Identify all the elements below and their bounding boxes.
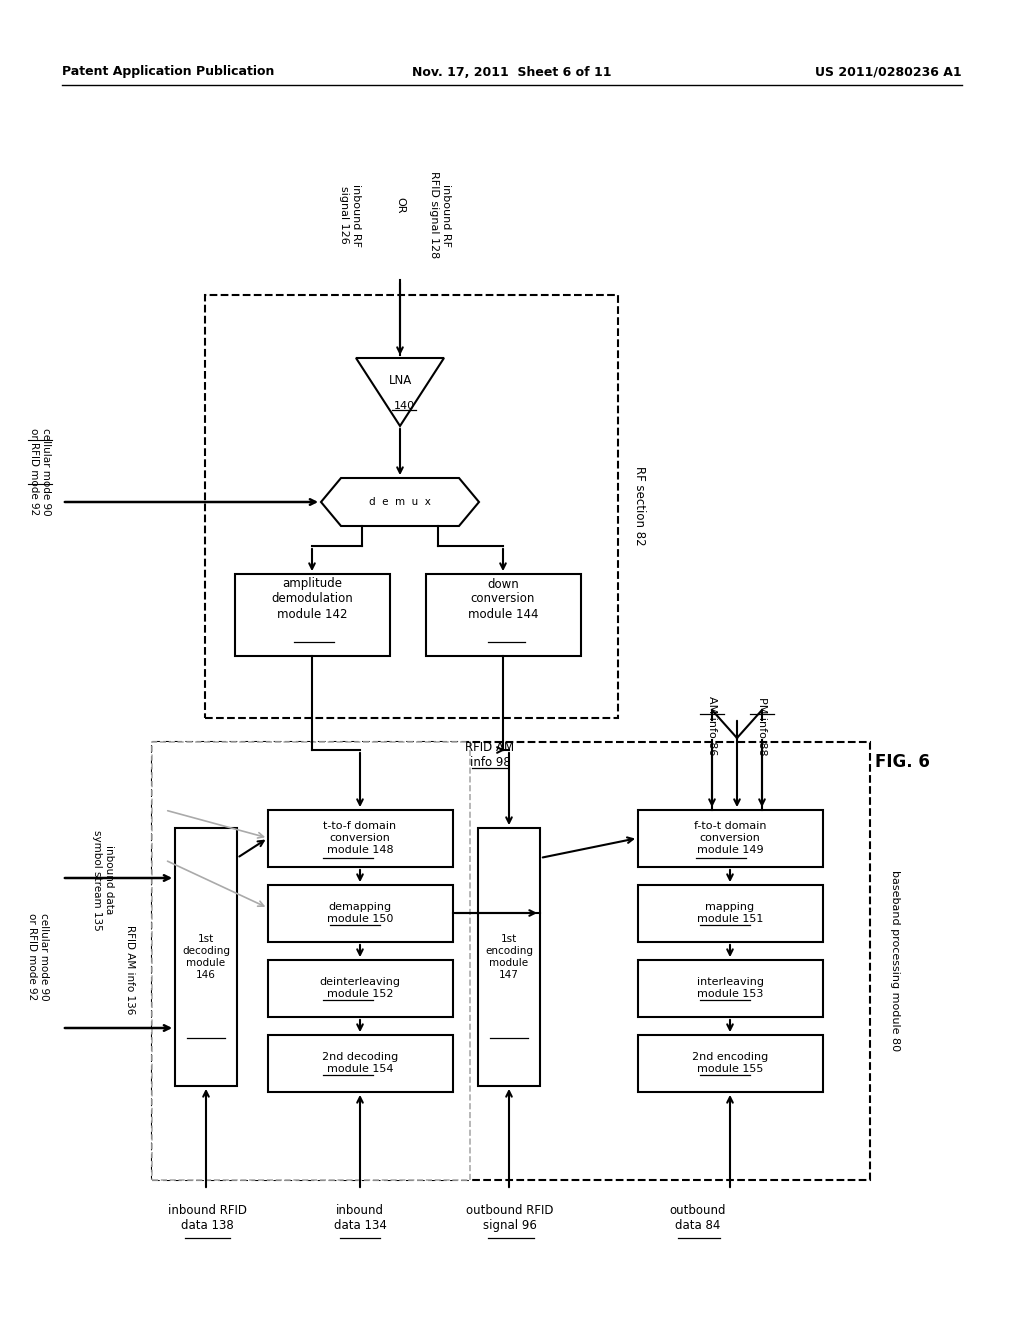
Text: f-to-t domain
conversion
module 149: f-to-t domain conversion module 149: [693, 821, 766, 854]
Text: FIG. 6: FIG. 6: [874, 752, 930, 771]
Text: 1st
encoding
module
147: 1st encoding module 147: [485, 935, 534, 979]
Text: mapping
module 151: mapping module 151: [696, 902, 763, 924]
Text: Patent Application Publication: Patent Application Publication: [62, 66, 274, 78]
Text: outbound
data 84: outbound data 84: [670, 1204, 726, 1232]
Bar: [205, 294, 618, 718]
Text: down
conversion
module 144: down conversion module 144: [468, 578, 539, 620]
Text: OR: OR: [395, 197, 406, 214]
Polygon shape: [356, 358, 444, 426]
Text: 2nd encoding
module 155: 2nd encoding module 155: [692, 1052, 768, 1073]
Bar: [426, 574, 581, 656]
Text: inbound data
symbol stream 135: inbound data symbol stream 135: [92, 830, 114, 931]
Text: 1st
decoding
module
146: 1st decoding module 146: [182, 935, 230, 979]
Bar: [268, 960, 453, 1016]
Text: PM info 88: PM info 88: [757, 697, 767, 755]
Text: 2nd decoding
module 154: 2nd decoding module 154: [322, 1052, 398, 1073]
Bar: [152, 742, 870, 1180]
Text: inbound RF
RFID signal 128: inbound RF RFID signal 128: [429, 172, 451, 259]
Bar: [638, 810, 823, 867]
Text: 140: 140: [393, 401, 415, 411]
Text: amplitude
demodulation
module 142: amplitude demodulation module 142: [271, 578, 353, 620]
Text: demapping
module 150: demapping module 150: [327, 902, 393, 924]
Text: cellular mode 90
or RFID mode 92: cellular mode 90 or RFID mode 92: [28, 913, 49, 1001]
Bar: [268, 810, 453, 867]
Text: inbound RFID
data 138: inbound RFID data 138: [168, 1204, 247, 1232]
Text: RFID AM
info 98: RFID AM info 98: [466, 741, 515, 770]
Text: US 2011/0280236 A1: US 2011/0280236 A1: [815, 66, 962, 78]
Text: baseband processing module 80: baseband processing module 80: [890, 870, 900, 1052]
Text: d  e  m  u  x: d e m u x: [369, 498, 431, 507]
Bar: [478, 828, 540, 1086]
Text: AM info 86: AM info 86: [707, 697, 717, 755]
Text: interleaving
module 153: interleaving module 153: [696, 977, 764, 999]
Text: LNA: LNA: [388, 374, 412, 387]
Bar: [268, 1035, 453, 1092]
Bar: [175, 828, 237, 1086]
Text: RFID AM info 136: RFID AM info 136: [125, 925, 135, 1015]
Bar: [268, 884, 453, 942]
Text: t-to-f domain
conversion
module 148: t-to-f domain conversion module 148: [324, 821, 396, 854]
Polygon shape: [321, 478, 479, 525]
Bar: [638, 960, 823, 1016]
Text: deinterleaving
module 152: deinterleaving module 152: [319, 977, 400, 999]
Bar: [638, 1035, 823, 1092]
Bar: [638, 884, 823, 942]
Text: inbound RF
signal 126: inbound RF signal 126: [339, 183, 360, 247]
Bar: [152, 742, 470, 1180]
Bar: [234, 574, 390, 656]
Text: cellular mode 90
or RFID mode 92: cellular mode 90 or RFID mode 92: [30, 428, 51, 516]
Text: outbound RFID
signal 96: outbound RFID signal 96: [466, 1204, 554, 1232]
Text: RF section 82: RF section 82: [634, 466, 646, 545]
Text: Nov. 17, 2011  Sheet 6 of 11: Nov. 17, 2011 Sheet 6 of 11: [413, 66, 611, 78]
Text: inbound
data 134: inbound data 134: [334, 1204, 386, 1232]
